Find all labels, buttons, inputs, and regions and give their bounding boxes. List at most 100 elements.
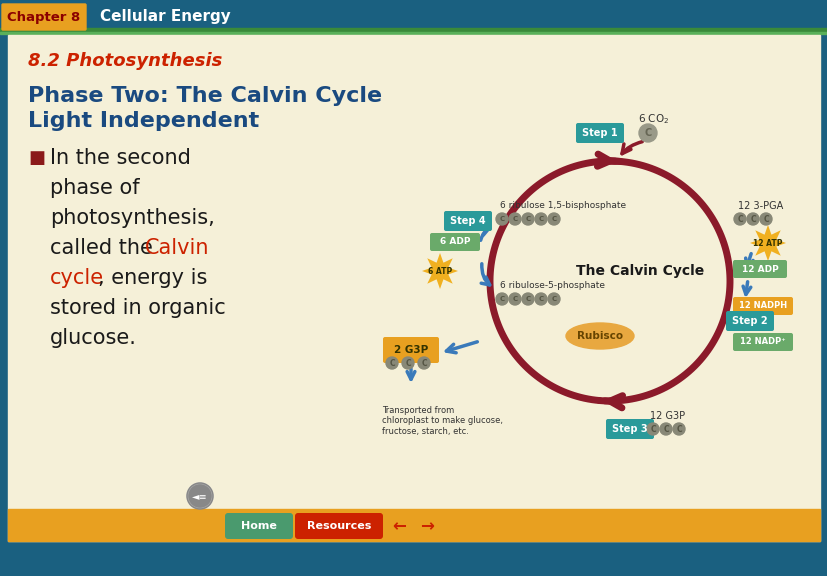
Text: Step 3: Step 3 [611,424,647,434]
Text: 12 NADPH: 12 NADPH [738,301,786,310]
Text: 12 ADP: 12 ADP [741,264,777,274]
Circle shape [659,423,672,435]
Text: C: C [421,358,426,367]
FancyBboxPatch shape [429,233,480,251]
Text: C: C [649,425,655,434]
Circle shape [521,213,533,225]
Bar [0,32,827,34]
Text: Transported from
chloroplast to make glucose,
fructose, starch, etc.: Transported from chloroplast to make glu… [381,406,502,436]
Text: ■: ■ [28,149,45,167]
FancyBboxPatch shape [443,211,491,231]
Text: Phase Two: The Calvin Cycle: Phase Two: The Calvin Cycle [28,86,382,106]
Circle shape [509,213,520,225]
Circle shape [521,293,533,305]
Text: Chapter 8: Chapter 8 [7,10,80,24]
FancyBboxPatch shape [383,337,438,363]
Text: Home: Home [241,521,276,531]
Text: C: C [525,296,530,302]
Text: called the: called the [50,238,160,258]
Text: C: C [551,296,556,302]
Text: C: C [676,425,681,434]
Text: Resources: Resources [307,521,370,531]
Text: Rubisco: Rubisco [576,331,622,341]
Text: C: C [762,214,768,223]
Text: 6 ATP: 6 ATP [428,267,452,275]
Text: C: C [643,128,651,138]
Circle shape [495,213,508,225]
Text: cycle: cycle [50,268,104,288]
Circle shape [189,485,211,507]
Circle shape [746,213,758,225]
Circle shape [547,213,559,225]
Text: C: C [499,216,504,222]
Text: The Calvin Cycle: The Calvin Cycle [576,264,703,278]
Text: Calvin: Calvin [145,238,209,258]
Bar [8,509,819,541]
Circle shape [759,213,771,225]
Circle shape [733,213,745,225]
Circle shape [402,357,414,369]
Text: C: C [551,216,556,222]
Circle shape [418,357,429,369]
FancyBboxPatch shape [385,514,412,538]
Text: C: C [499,296,504,302]
Circle shape [672,423,684,435]
Polygon shape [422,253,457,289]
Text: Step 4: Step 4 [450,216,485,226]
Circle shape [495,293,508,305]
FancyBboxPatch shape [2,4,86,30]
FancyBboxPatch shape [225,513,293,539]
Text: C: C [538,216,543,222]
Text: Step 2: Step 2 [731,316,767,326]
Text: C: C [512,216,517,222]
Circle shape [534,293,547,305]
Text: 12 G3P: 12 G3P [649,411,684,421]
Text: 6 CO$_2$: 6 CO$_2$ [638,112,668,126]
Text: C: C [512,296,517,302]
Text: 6 ribulose 1,5-bisphosphate: 6 ribulose 1,5-bisphosphate [500,202,625,210]
Ellipse shape [566,323,633,349]
Text: 12 3-PGA: 12 3-PGA [737,201,782,211]
FancyBboxPatch shape [732,260,786,278]
Text: glucose.: glucose. [50,328,136,348]
Circle shape [547,293,559,305]
Text: C: C [404,358,410,367]
Circle shape [534,213,547,225]
Text: 6 ADP: 6 ADP [439,237,470,247]
Text: 6 ribulose-5-phosphate: 6 ribulose-5-phosphate [500,282,605,290]
Text: C: C [749,214,755,223]
Text: In the second: In the second [50,148,191,168]
Text: 2 G3P: 2 G3P [394,345,428,355]
Text: 12 ATP: 12 ATP [753,238,782,248]
Bar [357,71,809,421]
FancyBboxPatch shape [605,419,653,439]
FancyBboxPatch shape [732,297,792,315]
Circle shape [646,423,658,435]
Bar [8,35,819,541]
FancyBboxPatch shape [732,333,792,351]
Text: , energy is: , energy is [98,268,207,288]
Circle shape [187,483,213,509]
FancyBboxPatch shape [725,311,773,331]
Circle shape [509,293,520,305]
Text: Step 1: Step 1 [581,128,617,138]
Text: Light Independent: Light Independent [28,111,259,131]
Circle shape [385,357,398,369]
Text: Cellular Energy: Cellular Energy [100,9,231,25]
FancyBboxPatch shape [414,514,439,538]
Text: stored in organic: stored in organic [50,298,226,318]
Circle shape [187,483,213,509]
Text: C: C [662,425,668,434]
Bar [0,28,827,32]
Text: ◄≡: ◄≡ [192,491,208,501]
Text: C: C [389,358,394,367]
Text: C: C [736,214,742,223]
Text: ←: ← [392,517,405,535]
FancyBboxPatch shape [576,123,624,143]
Text: phase of: phase of [50,178,140,198]
Circle shape [638,124,656,142]
Polygon shape [749,225,785,261]
Text: →: → [419,517,433,535]
Text: 12 NADP⁺: 12 NADP⁺ [739,338,785,347]
Text: C: C [538,296,543,302]
